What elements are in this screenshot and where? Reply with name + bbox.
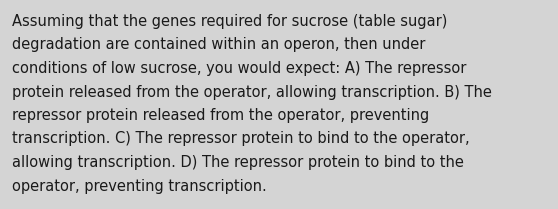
Text: conditions of low sucrose, you would expect: A) The repressor: conditions of low sucrose, you would exp… — [12, 61, 466, 76]
Text: allowing transcription. D) The repressor protein to bind to the: allowing transcription. D) The repressor… — [12, 155, 464, 170]
Text: Assuming that the genes required for sucrose (table sugar): Assuming that the genes required for suc… — [12, 14, 448, 29]
Text: transcription. C) The repressor protein to bind to the operator,: transcription. C) The repressor protein … — [12, 131, 470, 147]
Text: degradation are contained within an operon, then under: degradation are contained within an oper… — [12, 37, 425, 52]
Text: protein released from the operator, allowing transcription. B) The: protein released from the operator, allo… — [12, 84, 492, 99]
Text: operator, preventing transcription.: operator, preventing transcription. — [12, 178, 267, 194]
Text: repressor protein released from the operator, preventing: repressor protein released from the oper… — [12, 108, 429, 123]
